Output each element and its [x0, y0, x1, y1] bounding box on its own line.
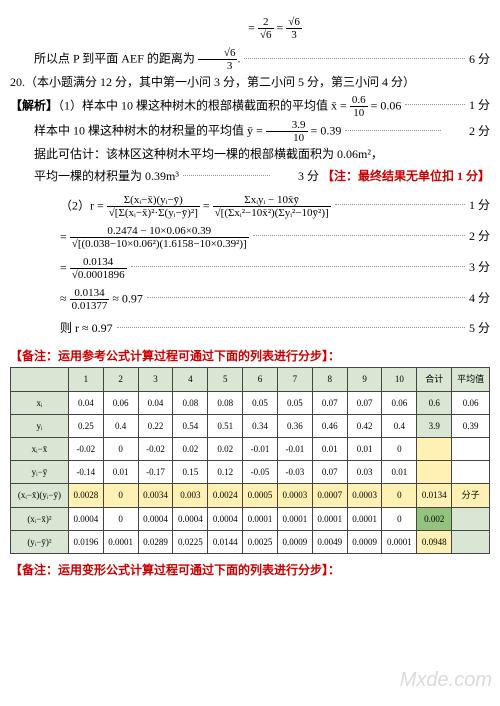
line-distance: 所以点 P 到平面 AEF 的距离为 √63. 6 分: [10, 47, 490, 72]
analysis-4: 平均一棵的材积量为 0.39m³ 3 分 【注：最终结果无单位扣 1 分】: [10, 166, 490, 188]
analysis-2: 样本中 10 棵这种树木的材积量的平均值 ȳ = 3.910 = 0.39 2 …: [10, 119, 490, 144]
calc-table: 12345678910合计平均值 xᵢ0.040.060.040.080.080…: [10, 367, 490, 554]
note-1: 【备注：运用参考公式计算过程可通过下面的列表进行分步】：: [10, 346, 490, 368]
r-result: 则 r ≈ 0.975 分: [60, 318, 490, 340]
r-formula-3: = 0.0134√0.0001896 3 分: [60, 256, 490, 281]
eq-top: = 2√6 = √63: [60, 16, 490, 41]
watermark: Mxde.com: [400, 662, 492, 698]
r-formula-4: ≈ 0.01340.01377 ≈ 0.97 4 分: [60, 287, 490, 312]
note-2: 【备注：运用变形公式计算过程可通过下面的列表进行分步】：: [10, 560, 490, 582]
r-formula-1: （2）r = Σ(xᵢ−x̄)(yᵢ−ȳ)√[Σ(xᵢ−x̄)²·Σ(yᵢ−ȳ)…: [60, 194, 490, 219]
analysis-1: 【解析】（1）样本中 10 棵这种树木的根部横截面积的平均值 x̄ = 0.61…: [10, 94, 490, 119]
analysis-3: 据此可估计：该林区这种树木平均一棵的根部横截面积为 0.06m²，: [10, 144, 490, 166]
q20-head: 20.（本小题满分 12 分，其中第一小问 3 分，第二小问 5 分，第三小问 …: [10, 72, 490, 94]
r-formula-2: = 0.2474 − 10×0.06×0.39√[(0.038−10×0.06²…: [60, 225, 490, 250]
